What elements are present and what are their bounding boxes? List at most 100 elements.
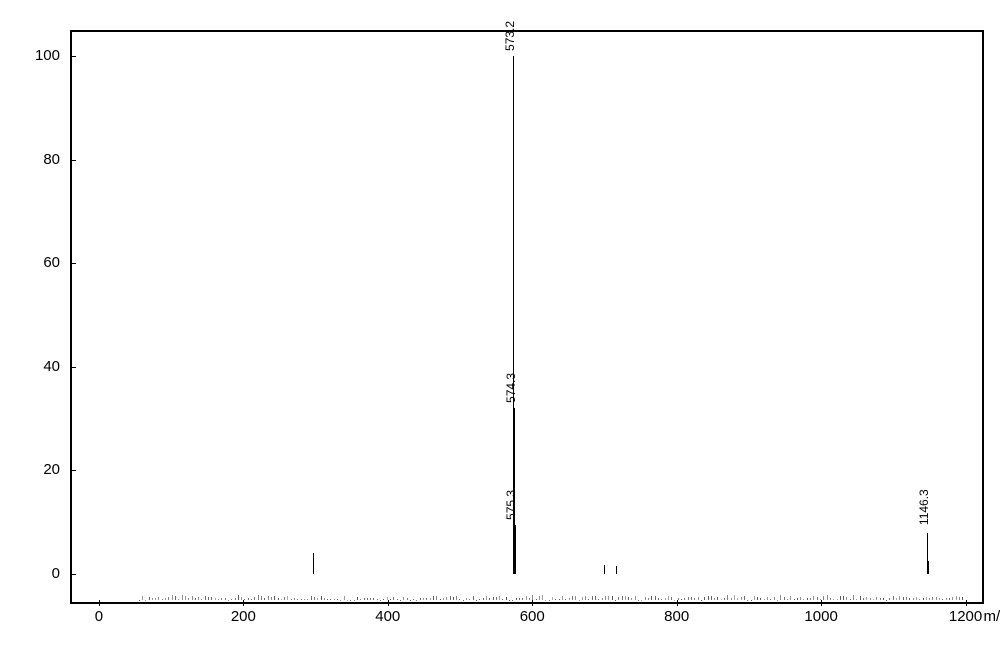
noise-tick <box>843 596 844 600</box>
noise-tick <box>311 596 312 600</box>
noise-tick <box>330 599 331 600</box>
y-tick-mark <box>70 263 76 264</box>
noise-tick <box>641 600 642 601</box>
noise-tick <box>430 598 431 600</box>
noise-tick <box>443 598 444 600</box>
noise-tick <box>717 597 718 600</box>
noise-tick <box>327 599 328 600</box>
noise-tick <box>827 595 828 600</box>
noise-tick <box>165 598 166 600</box>
noise-tick <box>618 597 619 600</box>
noise-tick <box>231 599 232 600</box>
noise-tick <box>453 597 454 601</box>
noise-tick <box>446 597 447 600</box>
noise-tick <box>268 596 269 600</box>
noise-tick <box>612 596 613 600</box>
noise-tick <box>211 597 212 600</box>
noise-tick <box>274 596 275 600</box>
noise-tick <box>876 597 877 600</box>
noise-tick <box>711 596 712 600</box>
noise-tick <box>595 596 596 600</box>
noise-tick <box>674 600 675 601</box>
noise-tick <box>215 598 216 600</box>
noise-tick <box>172 595 173 600</box>
noise-tick <box>450 596 451 600</box>
y-tick-mark <box>70 470 76 471</box>
noise-tick <box>526 596 527 600</box>
noise-tick <box>436 596 437 600</box>
noise-tick <box>522 598 523 600</box>
noise-tick <box>721 599 722 600</box>
noise-tick <box>678 598 679 600</box>
noise-tick <box>579 600 580 601</box>
noise-tick <box>377 599 378 600</box>
peak <box>514 525 516 574</box>
noise-tick <box>314 597 315 600</box>
noise-tick <box>585 596 586 600</box>
noise-tick <box>605 596 606 600</box>
noise-tick <box>919 599 920 600</box>
noise-tick <box>598 599 599 600</box>
noise-tick <box>684 598 685 600</box>
noise-tick <box>909 598 910 600</box>
noise-tick <box>344 596 345 600</box>
noise-tick <box>886 600 887 601</box>
noise-tick <box>751 600 752 601</box>
noise-tick <box>142 596 143 600</box>
y-tick-mark <box>70 574 76 575</box>
noise-tick <box>691 597 692 600</box>
noise-tick <box>416 600 417 601</box>
noise-tick <box>278 598 279 600</box>
noise-tick <box>956 596 957 600</box>
noise-tick <box>582 597 583 600</box>
y-tick-mark <box>70 367 76 368</box>
noise-tick <box>817 597 818 600</box>
noise-tick <box>367 598 368 600</box>
noise-tick <box>588 599 589 600</box>
noise-tick <box>823 596 824 600</box>
noise-tick <box>671 597 672 600</box>
noise-tick <box>800 597 801 600</box>
noise-tick <box>767 597 768 600</box>
x-axis-label: m/z <box>984 608 1000 625</box>
noise-tick <box>281 599 282 600</box>
noise-tick <box>810 598 811 600</box>
noise-tick <box>509 600 510 601</box>
x-tick-label: 800 <box>664 608 689 625</box>
noise-tick <box>797 598 798 600</box>
noise-tick <box>837 599 838 600</box>
y-tick-label: 80 <box>43 151 60 168</box>
x-tick-mark <box>99 600 100 606</box>
noise-tick <box>387 597 388 600</box>
noise-tick <box>287 596 288 600</box>
noise-tick <box>244 599 245 600</box>
noise-tick <box>195 598 196 600</box>
y-tick-label: 100 <box>35 47 60 64</box>
noise-tick <box>860 596 861 600</box>
noise-tick <box>608 596 609 600</box>
noise-tick <box>863 598 864 600</box>
noise-tick <box>790 596 791 600</box>
noise-tick <box>562 596 563 600</box>
noise-tick <box>615 600 616 601</box>
noise-tick <box>959 597 960 600</box>
noise-tick <box>708 596 709 600</box>
noise-tick <box>794 599 795 600</box>
noise-tick <box>569 598 570 600</box>
noise-tick <box>512 600 513 601</box>
noise-tick <box>903 597 904 600</box>
noise-tick <box>337 599 338 600</box>
noise-tick <box>294 598 295 600</box>
noise-tick <box>185 596 186 600</box>
plot-area <box>70 30 984 604</box>
noise-tick <box>350 600 351 601</box>
noise-tick <box>506 597 507 600</box>
noise-tick <box>559 599 560 600</box>
noise-tick <box>542 595 543 600</box>
noise-tick <box>803 599 804 600</box>
noise-tick <box>347 600 348 601</box>
noise-tick <box>228 600 229 601</box>
y-tick-label: 20 <box>43 461 60 478</box>
noise-tick <box>866 597 867 600</box>
noise-tick <box>383 599 384 600</box>
